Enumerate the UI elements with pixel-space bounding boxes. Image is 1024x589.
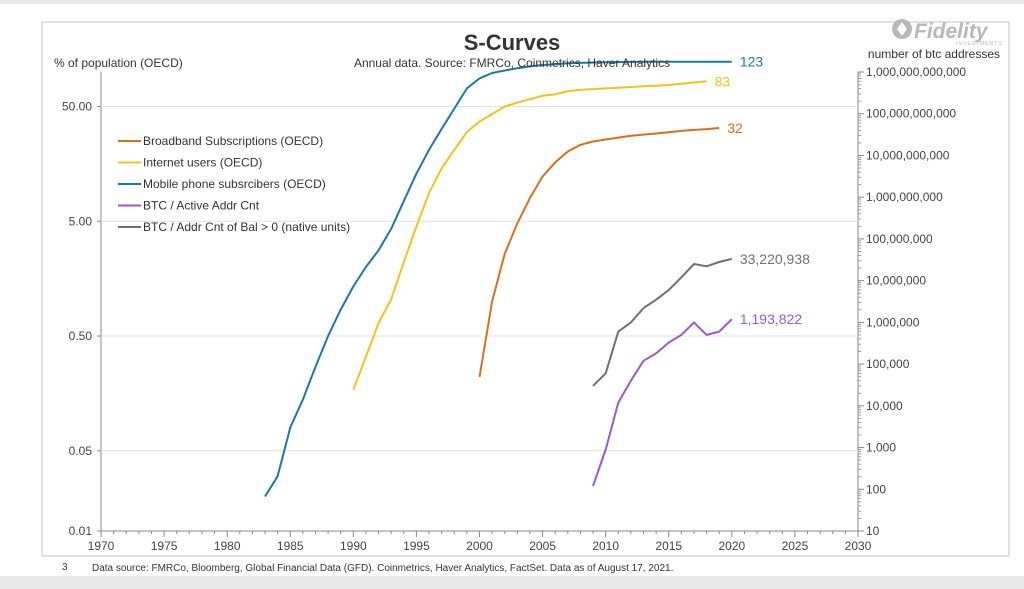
series-line-btc_bal bbox=[592, 257, 733, 387]
x-tick-label: 2005 bbox=[529, 539, 556, 553]
x-tick-label: 2030 bbox=[845, 539, 872, 553]
series-line-broadband bbox=[478, 127, 720, 378]
x-tick-label: 1995 bbox=[403, 539, 430, 553]
end-label-btc_bal: 33,220,938 bbox=[740, 251, 810, 267]
end-label-btc_active: 1,193,822 bbox=[740, 311, 802, 327]
series-line-mobile bbox=[264, 60, 732, 498]
chart-subtitle: Annual data. Source: FMRCo, Coinmetrics,… bbox=[354, 56, 670, 70]
end-label-internet: 83 bbox=[715, 73, 731, 89]
series-lines bbox=[264, 60, 733, 498]
chart-frame bbox=[41, 21, 1010, 557]
legend-label-internet: Internet users (OECD) bbox=[143, 156, 262, 170]
right-tick-label: 10,000,000,000 bbox=[866, 148, 950, 162]
series-line-btc_active bbox=[592, 318, 733, 487]
gridlines bbox=[101, 106, 858, 452]
x-tick-label: 1990 bbox=[340, 539, 367, 553]
legend-label-btc_bal: BTC / Addr Cnt of Bal > 0 (native units) bbox=[143, 220, 350, 234]
right-tick-label: 100,000,000,000 bbox=[866, 107, 956, 121]
legend-label-btc_active: BTC / Active Addr Cnt bbox=[143, 199, 260, 213]
right-tick-labels: 10 100 1,000 10,000 100,000 1,000,000 10,000,0… bbox=[858, 65, 966, 538]
end-label-broadband: 32 bbox=[727, 120, 743, 136]
x-tick-label: 1975 bbox=[151, 539, 178, 553]
x-tick-label: 1980 bbox=[214, 539, 241, 553]
right-tick-label: 100 bbox=[866, 482, 886, 496]
end-label-mobile: 123 bbox=[740, 54, 764, 70]
x-tick-label: 1985 bbox=[277, 539, 304, 553]
right-tick-label: 10,000 bbox=[866, 399, 903, 413]
right-minor-ticks bbox=[858, 73, 861, 519]
left-axis-label: % of population (OECD) bbox=[54, 56, 183, 70]
fidelity-logo: Fidelity INVESTMENTS bbox=[892, 19, 1003, 47]
left-tick-label: 0.01 bbox=[69, 524, 93, 538]
left-tick-labels: 0.01 0.05 0.50 5.00 50.00 bbox=[62, 100, 101, 538]
series-end-labels: 32 83 123 1,193,822 33,220,938 bbox=[715, 54, 811, 327]
fidelity-logo-mark bbox=[897, 22, 907, 36]
x-tick-label: 1970 bbox=[88, 539, 115, 553]
legend-label-mobile: Mobile phone subsrcibers (OECD) bbox=[143, 177, 326, 191]
right-axis-label: number of btc addresses bbox=[868, 47, 1000, 61]
x-tick-labels: 1970 1975 1980 1985 1990 1995 2000 2005 2010 2015… bbox=[88, 539, 872, 553]
x-tick-label: 2015 bbox=[655, 539, 682, 553]
left-tick-label: 0.05 bbox=[69, 444, 93, 458]
series-line-internet bbox=[352, 80, 707, 391]
right-tick-label: 1,000,000,000 bbox=[866, 190, 943, 204]
fidelity-logo-text: Fidelity bbox=[914, 20, 989, 43]
x-minor-ticks bbox=[100, 531, 859, 537]
x-tick-label: 2000 bbox=[466, 539, 493, 553]
x-tick-label: 2025 bbox=[782, 539, 809, 553]
legend-label-broadband: Broadband Subscriptions (OECD) bbox=[143, 134, 323, 148]
right-tick-label: 10 bbox=[866, 524, 880, 538]
left-tick-label: 0.50 bbox=[69, 329, 93, 343]
right-tick-label: 10,000,000 bbox=[866, 274, 926, 288]
right-tick-label: 100,000,000 bbox=[866, 232, 933, 246]
right-tick-label: 1,000,000,000,000 bbox=[866, 65, 966, 79]
chart-title: S-Curves bbox=[464, 30, 561, 55]
page-number: 3 bbox=[62, 562, 68, 573]
left-tick-label: 5.00 bbox=[69, 214, 93, 228]
x-tick-label: 2010 bbox=[592, 539, 619, 553]
right-tick-label: 1,000,000 bbox=[866, 315, 920, 329]
footer-source: Data source: FMRCo, Bloomberg, Global Fi… bbox=[92, 563, 673, 574]
right-tick-label: 1,000 bbox=[866, 441, 896, 455]
x-tick-label: 2020 bbox=[718, 539, 745, 553]
legend: Broadband Subscriptions (OECD) Internet u… bbox=[118, 134, 350, 234]
fidelity-logo-sub: INVESTMENTS bbox=[956, 41, 1003, 47]
left-tick-label: 50.00 bbox=[62, 100, 92, 114]
right-tick-label: 100,000 bbox=[866, 357, 910, 371]
